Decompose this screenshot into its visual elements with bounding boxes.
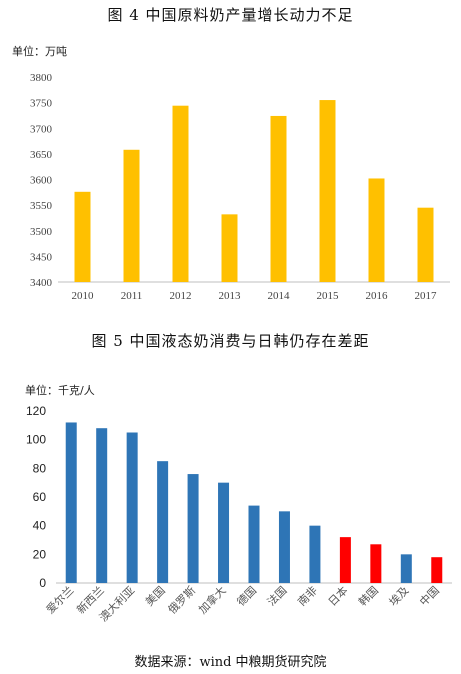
chart1-y-tick-label: 3700 [30,123,53,135]
chart2-bar-美国 [157,461,169,583]
chart2-x-tick-label: 南非 [295,584,320,609]
chart1-x-tick-label: 2013 [219,290,242,302]
chart2-x-tick-label: 加拿大 [195,583,228,616]
chart1-title: 图 4 中国原料奶产量增长动力不足 [107,6,354,24]
chart1-unit-label: 单位：万吨 [12,45,67,58]
chart1-x-tick-label: 2012 [170,290,192,302]
chart1-y-tick-label: 3650 [30,149,53,161]
chart1-bar-2012 [172,105,189,282]
chart2-y-tick-label: 20 [33,547,47,561]
chart2-x-tick-label: 俄罗斯 [166,584,199,617]
chart1-y-tick-label: 3400 [30,277,53,289]
chart1-y-tick-label: 3550 [30,200,53,212]
chart2-bar-加拿大 [218,482,230,583]
chart2-bar-俄罗斯 [187,474,199,583]
chart1-bar-2013 [221,214,238,282]
chart1-y-tick-label: 3500 [30,226,53,238]
chart2-bar-中国 [431,557,443,583]
chart2-x-tick-label: 中国 [417,584,442,609]
chart2-bar-南非 [309,525,321,583]
data-source-note: 数据来源：wind 中粮期货研究院 [134,655,327,670]
chart2-y-tick-label: 80 [33,461,47,475]
chart1-x-tick-label: 2016 [366,290,389,302]
chart2-bar-澳大利亚 [126,432,138,583]
chart1-x-tick-label: 2011 [121,290,143,302]
chart1-bar-2014 [270,115,287,282]
chart2-bar-爱尔兰 [65,422,77,583]
chart2-y-tick-label: 0 [39,576,46,590]
chart2-title: 图 5 中国液态奶消费与日韩仍存在差距 [91,332,370,350]
chart2-y-tick-label: 40 [33,519,47,533]
chart1-x-tick-label: 2014 [268,290,291,302]
chart1-y-tick-label: 3600 [30,175,53,187]
chart2-x-tick-label: 法国 [264,583,289,608]
chart1-bar-2016 [368,178,385,282]
chart2-y-tick-label: 120 [26,404,46,418]
chart2-bar-韩国 [370,544,382,583]
chart1-y-tick-label: 3750 [30,98,53,110]
chart1-bar-2011 [123,149,140,282]
chart2-x-tick-label: 日本 [325,583,350,608]
chart1-x-tick-label: 2015 [317,290,340,302]
chart2-x-tick-label: 爱尔兰 [44,584,77,617]
chart2-bar-德国 [248,505,260,583]
chart2-y-tick-label: 100 [26,433,46,447]
chart2-x-tick-label: 韩国 [356,583,381,608]
chart2-bar-埃及 [400,554,412,583]
chart2-bar-法国 [278,511,290,583]
chart2-bar-新西兰 [96,428,108,583]
chart2-x-tick-label: 埃及 [386,583,411,608]
chart1-y-tick-label: 3450 [30,251,53,263]
chart2-x-tick-label: 德国 [234,583,259,608]
chart1-y-tick-label: 3800 [30,72,53,84]
chart1-bar-2010 [74,191,91,282]
chart1-bar-2017 [417,207,434,282]
chart2-x-tick-label: 美国 [143,584,168,609]
chart2-unit-label: 单位：千克/人 [25,384,95,397]
chart1-bar-2015 [319,100,336,282]
chart2-bar-日本 [339,537,351,583]
chart2-y-tick-label: 60 [33,490,47,504]
chart1-x-tick-label: 2010 [72,290,95,302]
chart1-x-tick-label: 2017 [415,290,438,302]
